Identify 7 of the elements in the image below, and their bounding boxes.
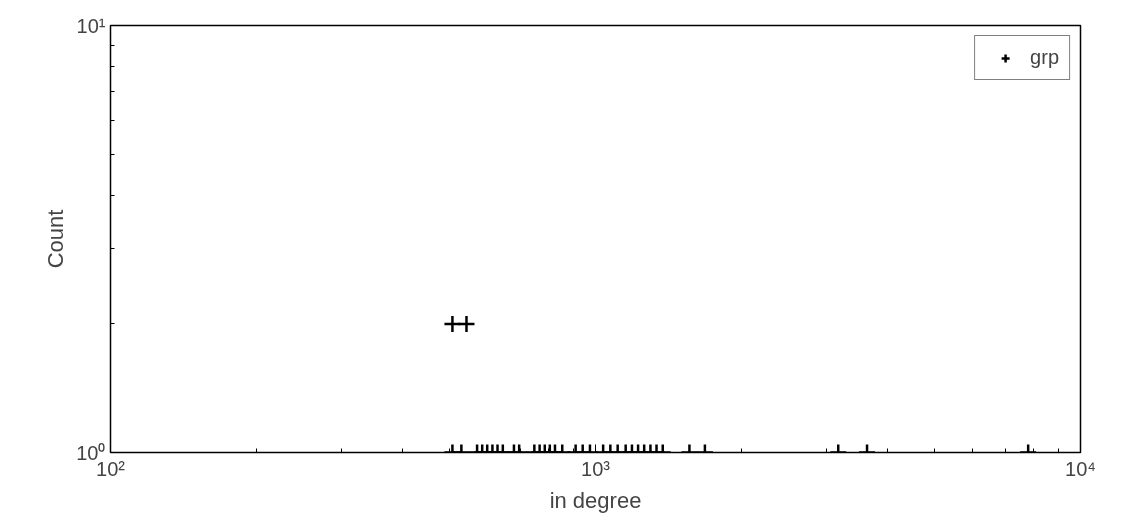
y-tick-label: 10¹ <box>76 14 106 37</box>
legend-label: grp <box>1030 46 1059 69</box>
x-tick-label: 10² <box>96 457 126 480</box>
x-axis-title: in degree <box>549 487 642 513</box>
x-tick-label: 10⁴ <box>1065 457 1096 480</box>
x-tick-label: 10³ <box>581 457 611 480</box>
y-axis-title: Count <box>43 209 69 269</box>
